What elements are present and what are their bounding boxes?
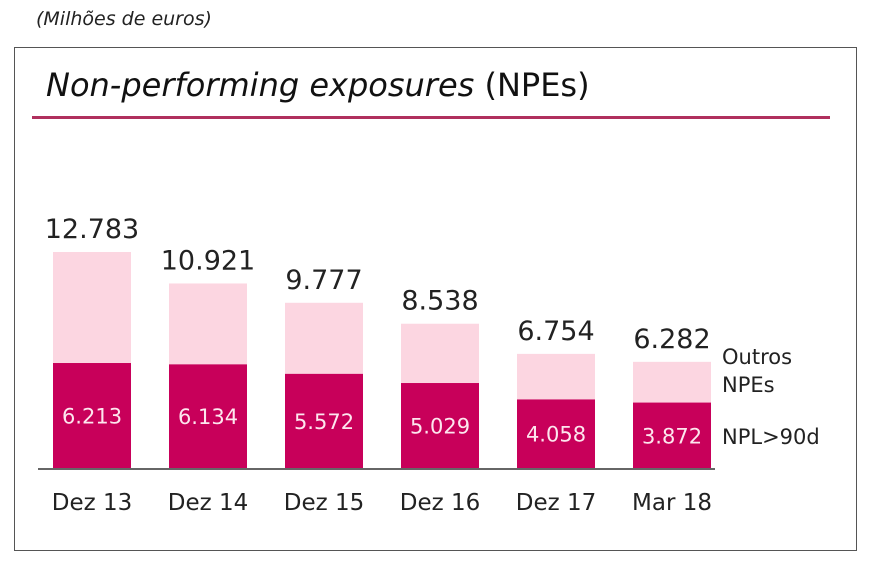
bar-outros-npes [401, 323, 479, 384]
total-data-label: 6.754 [517, 316, 594, 347]
bar-npl-90d [633, 402, 711, 468]
bar-npl-90d [401, 383, 479, 468]
title-suffix: (NPEs) [484, 66, 590, 104]
npl-data-label: 5.029 [410, 415, 470, 439]
total-data-label: 8.538 [401, 286, 478, 317]
legend-npl: NPL>90d [722, 425, 820, 449]
x-tick-label: Dez 14 [168, 490, 249, 516]
bar-npl-90d [517, 399, 595, 468]
x-tick-label: Dez 13 [52, 490, 133, 516]
npl-data-label: 6.213 [62, 405, 122, 429]
legend-outros-line1: Outros [722, 345, 792, 369]
npl-data-label: 4.058 [526, 423, 586, 447]
total-data-label: 9.777 [285, 265, 362, 296]
npl-data-label: 3.872 [642, 424, 702, 448]
npl-data-label: 5.572 [294, 410, 354, 434]
x-tick-label: Dez 16 [400, 490, 481, 516]
bar-npl-90d [53, 363, 131, 468]
bar-outros-npes [169, 283, 247, 365]
chart-frame [14, 47, 857, 551]
x-tick-label: Dez 15 [284, 490, 365, 516]
bar-outros-npes [285, 302, 363, 374]
x-tick-label: Mar 18 [632, 490, 712, 516]
npl-data-label: 6.134 [178, 405, 238, 429]
bar-npl-90d [169, 364, 247, 468]
title-underline [32, 116, 830, 119]
unit-label: (Milhões de euros) [36, 8, 212, 30]
bar-npl-90d [285, 373, 363, 468]
bar-outros-npes [53, 252, 131, 364]
total-data-label: 6.282 [633, 324, 710, 355]
title-italic: Non-performing exposures [46, 66, 475, 104]
bar-outros-npes [633, 361, 711, 403]
total-data-label: 10.921 [161, 245, 255, 276]
chart-title: Non-performing exposures (NPEs) [46, 66, 590, 104]
total-data-label: 12.783 [45, 214, 139, 245]
legend-outros-line2: NPEs [722, 373, 775, 397]
bar-outros-npes [517, 353, 595, 400]
x-tick-label: Dez 17 [516, 490, 597, 516]
